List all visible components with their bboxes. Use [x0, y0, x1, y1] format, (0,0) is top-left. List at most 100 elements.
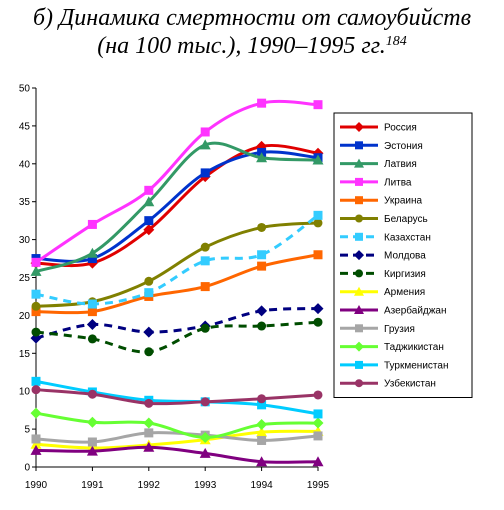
data-point	[199, 447, 211, 458]
data-point	[86, 445, 98, 456]
series-line	[35, 253, 319, 315]
y-tick-label: 35	[19, 197, 31, 208]
legend-item: Казахстан	[340, 232, 431, 243]
data-point	[31, 257, 41, 267]
data-point	[143, 196, 155, 207]
data-point	[87, 334, 97, 344]
data-point	[31, 376, 41, 386]
data-point	[31, 289, 41, 299]
legend-label: Россия	[384, 123, 417, 134]
legend-label: Латвия	[384, 159, 417, 170]
data-point	[87, 437, 97, 447]
data-point	[313, 100, 323, 110]
data-point	[199, 431, 211, 443]
data-point	[144, 398, 154, 408]
data-point	[87, 307, 97, 317]
legend-item: Киргизия	[340, 269, 426, 280]
data-point	[257, 435, 267, 445]
chart-legend: Россия Эстония Латвия Литва Украина Беларусь К…	[333, 112, 473, 398]
data-point	[200, 323, 210, 333]
data-point	[313, 218, 323, 228]
y-tick-label: 50	[19, 84, 31, 95]
series-8	[30, 303, 324, 344]
data-point	[30, 265, 42, 276]
data-point	[143, 326, 155, 338]
y-tick-label: 40	[19, 159, 31, 170]
data-point	[30, 438, 42, 449]
legend-label: Литва	[384, 177, 412, 188]
x-tick-label: 1990	[25, 480, 48, 491]
data-point	[257, 250, 267, 260]
data-point	[144, 216, 154, 226]
legend-item: Украина	[340, 196, 423, 207]
data-point	[87, 389, 97, 399]
data-point	[312, 456, 324, 467]
series-11	[30, 441, 324, 467]
legend-marker	[354, 286, 364, 296]
y-tick-label: 0	[24, 463, 30, 474]
data-point	[313, 431, 323, 441]
legend-item: Эстония	[340, 141, 423, 152]
legend-item: Литва	[340, 177, 412, 188]
legend-label: Армения	[384, 287, 425, 298]
data-point	[256, 456, 268, 467]
data-point	[144, 185, 154, 195]
legend-marker	[354, 250, 364, 261]
data-point	[200, 256, 210, 266]
legend-marker	[354, 158, 364, 168]
data-point	[31, 385, 41, 395]
data-point	[200, 397, 210, 407]
data-point	[200, 168, 210, 178]
y-tick-label: 45	[19, 121, 31, 132]
chart-title-line1: б) Динамика смертности от самоубийств	[32, 5, 472, 31]
legend-label: Молдова	[384, 251, 426, 262]
data-point	[257, 394, 267, 404]
data-point	[200, 127, 210, 137]
data-point	[313, 390, 323, 400]
legend-item: Туркменистан	[340, 360, 448, 371]
chart-title-line2: (на 100 тыс.), 1990–1995 гг.	[97, 33, 386, 59]
series-13	[30, 407, 324, 443]
data-point	[200, 282, 210, 292]
y-tick-label: 30	[19, 235, 31, 246]
series-line	[35, 379, 319, 416]
legend-marker	[355, 379, 363, 388]
y-tick-label: 10	[19, 387, 31, 398]
data-point	[313, 317, 323, 327]
legend-label: Украина	[384, 196, 423, 207]
x-tick-label: 1991	[81, 480, 104, 491]
data-point	[257, 98, 267, 108]
data-point	[30, 407, 42, 419]
legend-marker	[355, 360, 363, 369]
legend-label: Киргизия	[384, 269, 426, 280]
legend-marker	[354, 341, 364, 352]
legend-label: Беларусь	[384, 214, 428, 225]
data-point	[144, 428, 154, 438]
data-point	[257, 222, 267, 232]
x-tick-label: 1993	[194, 480, 217, 491]
data-point	[30, 444, 42, 455]
chart-title: б) Динамика смертности от самоубийств (н…	[0, 4, 504, 60]
data-point	[312, 154, 324, 165]
data-point	[313, 409, 323, 419]
data-point	[87, 219, 97, 229]
series-line	[35, 99, 319, 264]
data-point	[144, 347, 154, 357]
chart-title-superscript: 184	[385, 34, 407, 49]
y-tick-label: 25	[19, 273, 31, 284]
legend-label: Узбекистан	[384, 378, 436, 390]
data-point	[31, 307, 41, 317]
y-tick-label: 20	[19, 311, 31, 322]
series-line	[35, 431, 319, 444]
legend-label: Таджикистан	[384, 342, 444, 353]
data-point	[86, 416, 98, 428]
data-point	[313, 210, 323, 220]
legend-marker	[355, 232, 363, 241]
data-point	[200, 242, 210, 252]
y-tick-label: 15	[19, 349, 31, 360]
data-point	[144, 288, 154, 298]
legend-label: Грузия	[384, 324, 415, 335]
legend-item: Молдова	[340, 250, 426, 262]
legend-marker	[354, 305, 364, 314]
